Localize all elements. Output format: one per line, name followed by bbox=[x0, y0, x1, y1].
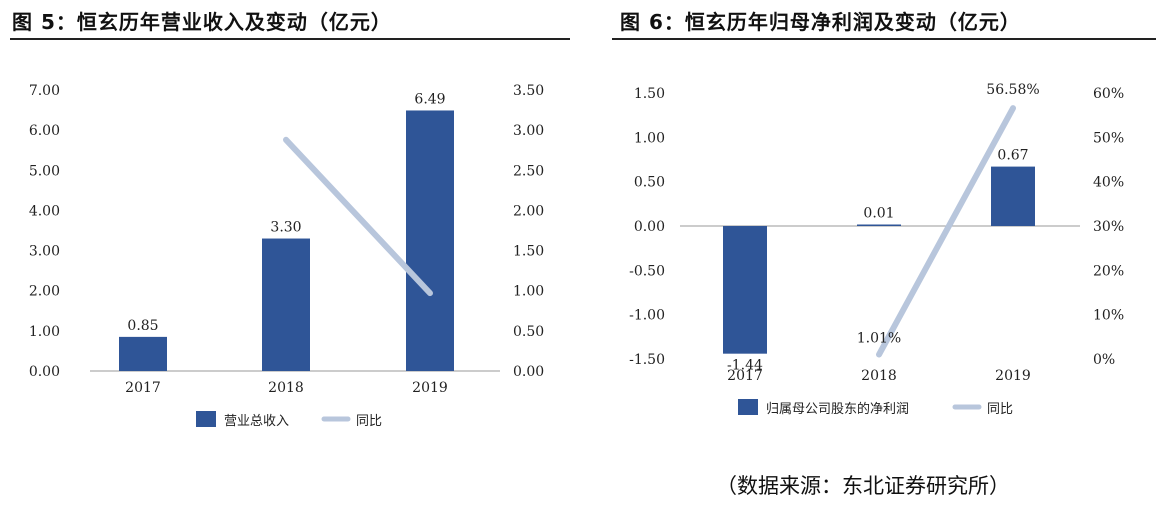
chart1-y-left-tick-label: 0.00 bbox=[29, 364, 60, 380]
chart2-legend-bar-swatch bbox=[738, 399, 758, 415]
chart2-y-right-tick-label: 30% bbox=[1093, 219, 1124, 235]
chart2-y-left-tick-label: 0.50 bbox=[634, 175, 665, 191]
chart2-y-left-tick-label: 0.00 bbox=[634, 219, 665, 235]
chart2-x-tick-label: 2019 bbox=[995, 368, 1031, 384]
chart2-bar-2017 bbox=[723, 226, 767, 354]
chart2-y-right-tick-label: 40% bbox=[1093, 175, 1124, 191]
chart1-x-tick-label: 2019 bbox=[412, 380, 448, 396]
chart2-line-data-label: 1.01% bbox=[857, 331, 901, 347]
chart1-y-right-tick-label: 1.00 bbox=[513, 284, 544, 300]
chart1-y-right-tick-label: 0.00 bbox=[513, 364, 544, 380]
chart1-x-tick-label: 2018 bbox=[268, 380, 304, 396]
chart2-y-left-tick-label: 1.50 bbox=[634, 86, 665, 102]
chart1-line-同比 bbox=[283, 136, 433, 297]
chart2-x-tick-label: 2018 bbox=[861, 368, 897, 384]
chart2-y-right-tick-label: 50% bbox=[1093, 130, 1124, 146]
source-note: （数据来源：东北证券研究所） bbox=[716, 474, 1010, 498]
chart2-y-left-tick-label: -1.50 bbox=[629, 352, 665, 368]
chart2-line-data-label: 56.58% bbox=[986, 82, 1039, 98]
chart2-bar-data-label: -1.44 bbox=[727, 358, 763, 374]
chart1-bar-2019 bbox=[406, 110, 454, 372]
figure-5-title-rule bbox=[10, 38, 570, 40]
figure-5-title: 图 5：恒玄历年营业收入及变动（亿元） bbox=[12, 10, 392, 34]
chart2-y-right-tick-label: 0% bbox=[1093, 352, 1115, 368]
chart2-x-tick-label: 2017 bbox=[727, 368, 763, 384]
figure-6-title: 图 6：恒玄历年归母净利润及变动（亿元） bbox=[620, 10, 1021, 34]
chart1-bar-2017 bbox=[119, 336, 167, 371]
chart1-bar-data-label: 3.30 bbox=[270, 220, 301, 236]
chart1-bar-data-label: 6.49 bbox=[414, 91, 445, 107]
chart2-y-left-tick-label: -1.00 bbox=[629, 308, 665, 324]
chart1-y-left-tick-label: 7.00 bbox=[29, 83, 60, 99]
chart2-y-right-tick-label: 20% bbox=[1093, 263, 1124, 279]
chart1-legend-bar-label: 营业总收入 bbox=[224, 414, 289, 429]
chart1-y-right-tick-label: 2.00 bbox=[513, 203, 544, 219]
chart2-legend-bar-label: 归属母公司股东的净利润 bbox=[766, 401, 909, 417]
chart1-y-left-tick-label: 1.00 bbox=[29, 324, 60, 340]
chart1-x-tick-label: 2017 bbox=[125, 380, 161, 396]
chart1-y-right-tick-label: 2.50 bbox=[513, 163, 544, 179]
chart1-legend-line-label: 同比 bbox=[356, 414, 382, 429]
chart2-y-left-tick-label: 1.00 bbox=[634, 130, 665, 146]
chart2-y-left-tick-label: -0.50 bbox=[629, 263, 665, 279]
chart2-line-同比 bbox=[876, 105, 1016, 358]
chart1-y-right-tick-label: 1.50 bbox=[513, 244, 544, 260]
chart1-y-right-tick-label: 3.00 bbox=[513, 123, 544, 139]
chart1-y-right-tick-label: 3.50 bbox=[513, 83, 544, 99]
chart1-y-left-tick-label: 4.00 bbox=[29, 203, 60, 219]
chart1-y-left-tick-label: 6.00 bbox=[29, 123, 60, 139]
chart2-bar-data-label: 0.67 bbox=[997, 148, 1028, 164]
chart2-y-right-tick-label: 10% bbox=[1093, 308, 1124, 324]
chart1-legend-bar-swatch bbox=[196, 411, 216, 427]
chart2-legend-line-label: 同比 bbox=[987, 402, 1013, 417]
chart1-bar-data-label: 0.85 bbox=[127, 318, 158, 334]
chart2-bar-2018 bbox=[857, 224, 901, 226]
chart2-bar-2019 bbox=[991, 166, 1035, 226]
chart2-bar-data-label: 0.01 bbox=[863, 206, 894, 222]
chart1-y-left-tick-label: 5.00 bbox=[29, 163, 60, 179]
chart1-y-left-tick-label: 3.00 bbox=[29, 244, 60, 260]
chart1-y-right-tick-label: 0.50 bbox=[513, 324, 544, 340]
chart1-y-left-tick-label: 2.00 bbox=[29, 284, 60, 300]
chart1-bar-2018 bbox=[262, 238, 310, 371]
figure-6-title-rule bbox=[612, 38, 1156, 40]
chart2-y-right-tick-label: 60% bbox=[1093, 86, 1124, 102]
